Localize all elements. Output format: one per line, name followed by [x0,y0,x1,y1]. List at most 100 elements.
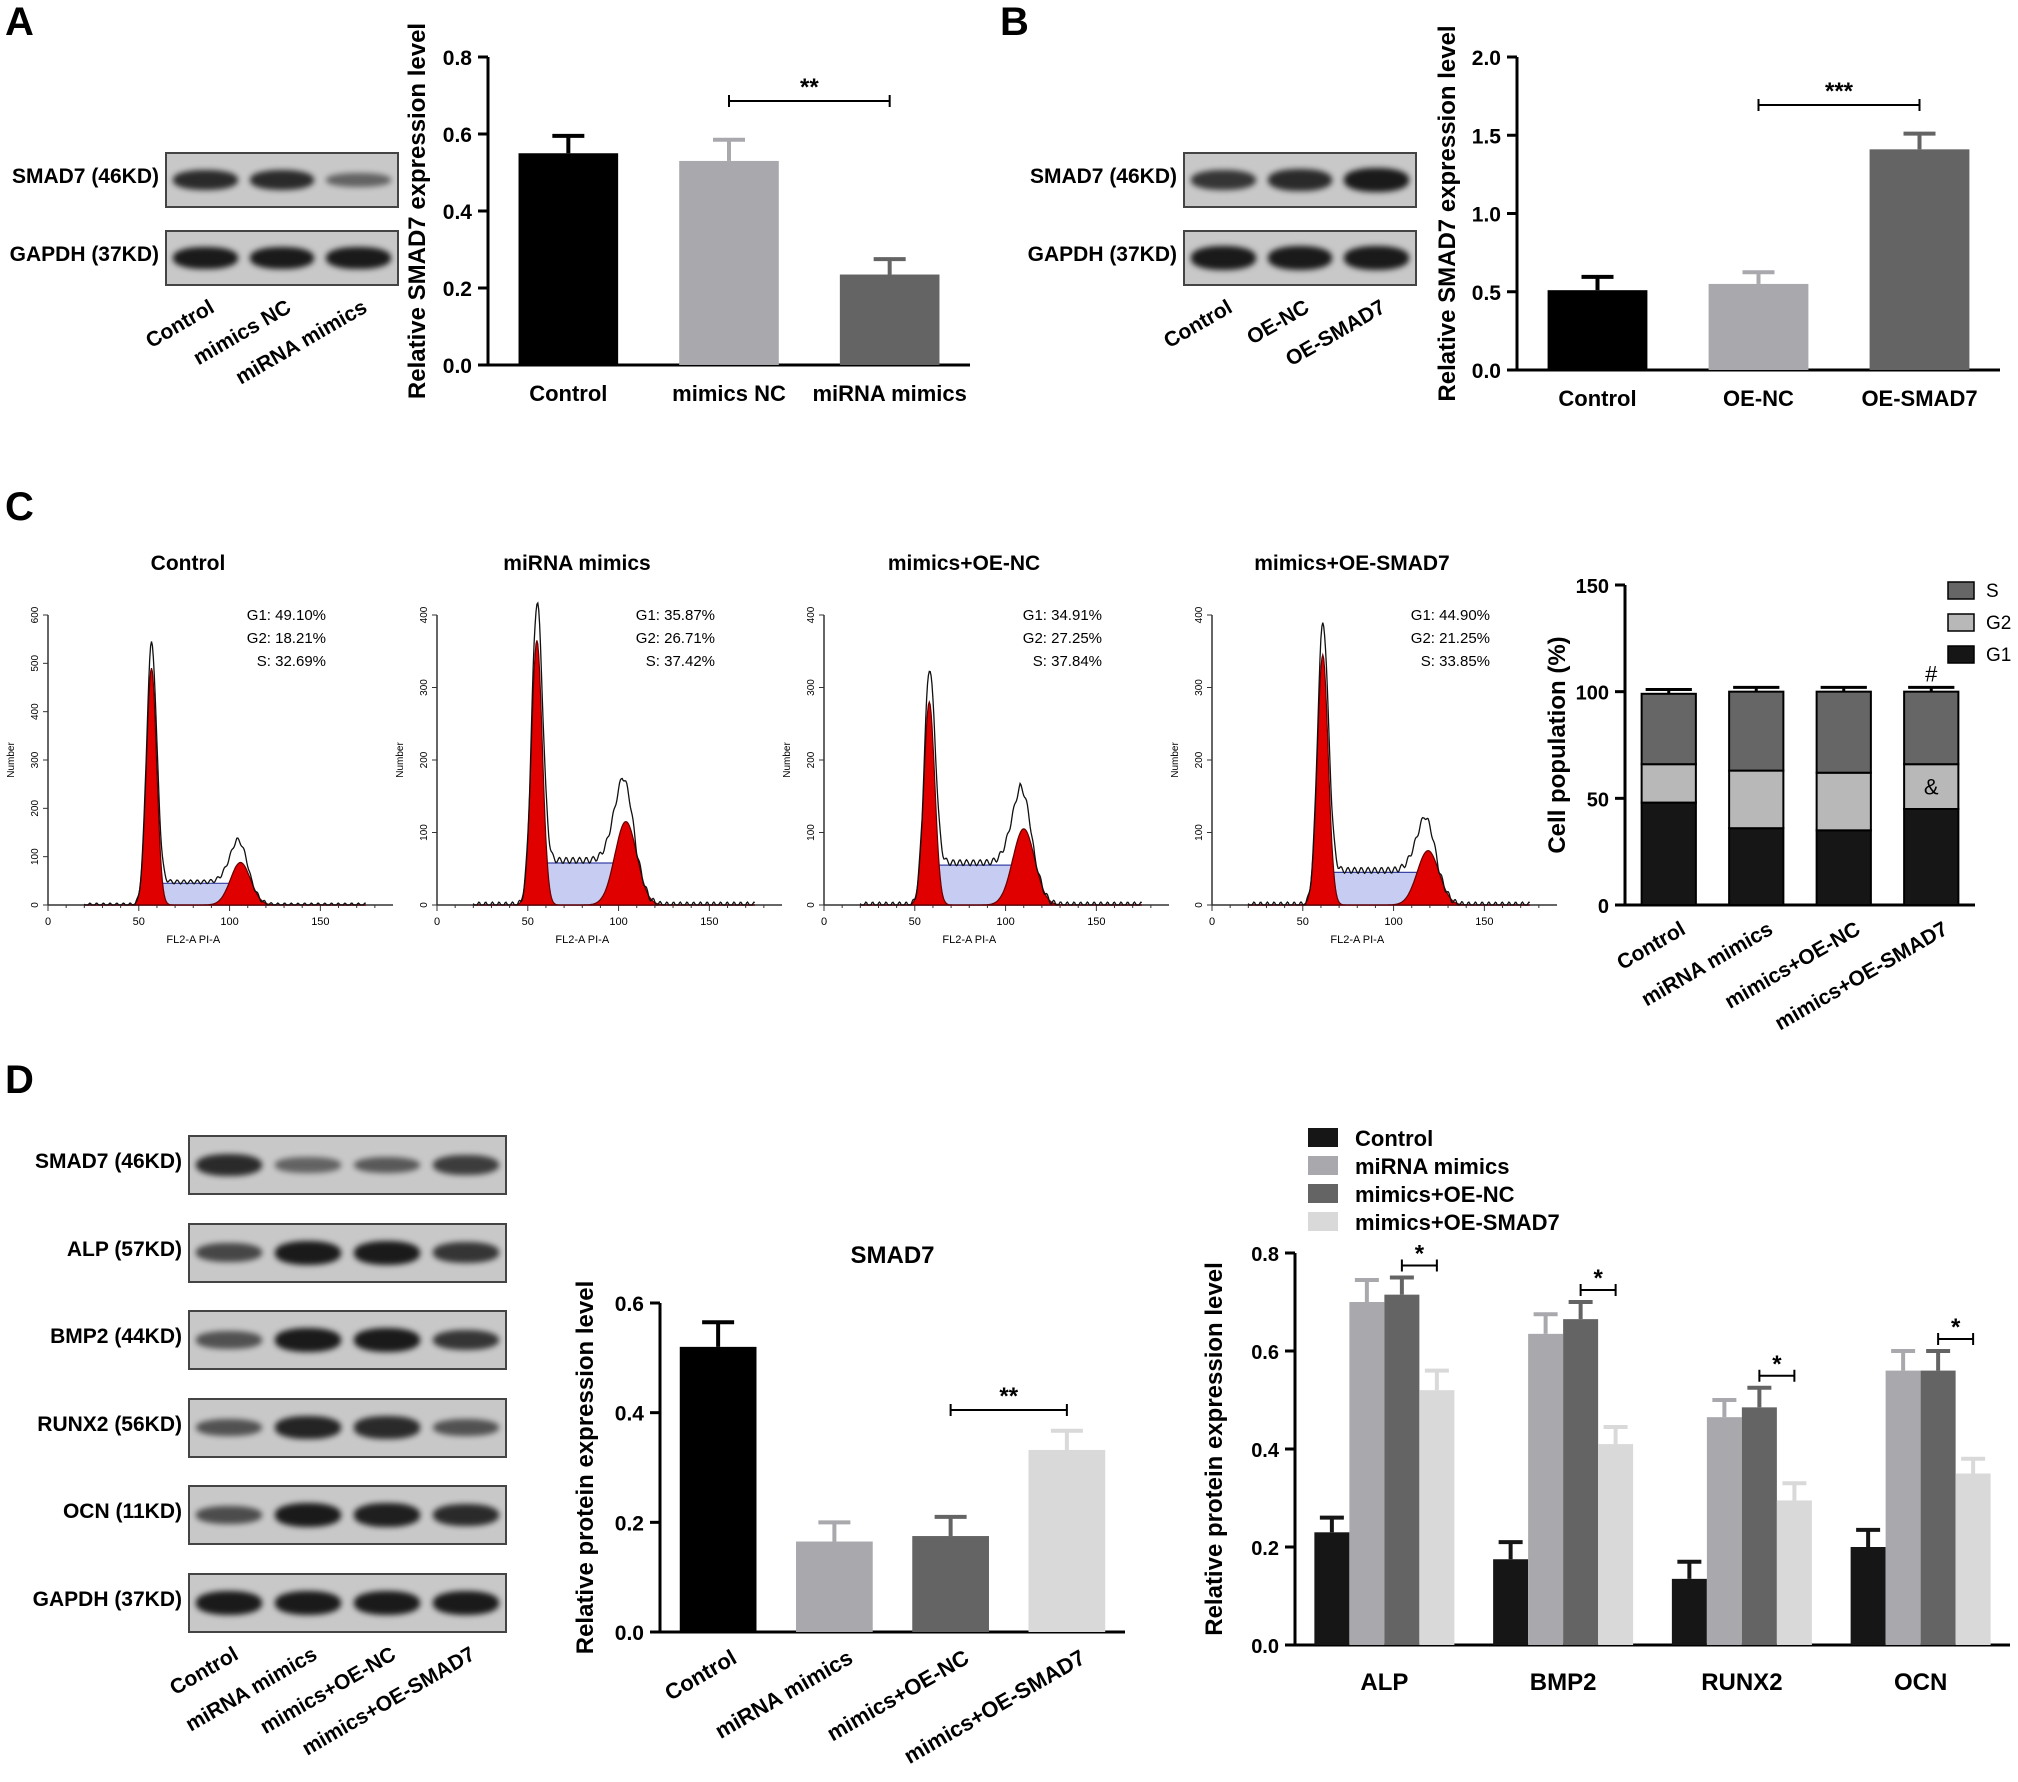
chart-d-right-legend-swatch [1308,1212,1338,1231]
chart-d-right-bar [1776,1500,1812,1645]
chart-d-right-x-tick-label: ALP [1360,1669,1408,1696]
flow-s-percent: S: 32.69% [257,653,326,670]
flow-g1-percent: G1: 34.91% [1023,607,1102,624]
blot-strip-1 [165,230,399,286]
blot-band [326,247,391,269]
flow-x-tick-label: 150 [311,916,329,928]
blot-band [432,1154,499,1175]
flow-x-tick-label: 0 [1209,916,1215,928]
blot-band [1344,246,1409,270]
flow-histogram: mimics+OE-NC G1: 34.91% G2: 27.25% S: 37.84… [782,552,1169,946]
blot-band [432,1329,499,1351]
blot-band [1191,246,1256,270]
blot-band [249,247,315,269]
flow-y-tick-label: 200 [806,751,817,768]
flow-s-percent: S: 37.42% [646,653,715,670]
flow-x-tick-label: 50 [1297,916,1309,928]
blot-band [275,1590,342,1615]
blot-band [275,1416,342,1439]
flow-g2-percent: G2: 27.25% [1023,630,1102,647]
blot-strip-1 [188,1222,507,1283]
blot-band [1267,246,1333,270]
chart-d-right-legend-swatch [1308,1156,1338,1175]
flow-y-tick-label: 500 [30,655,41,672]
blot-row-label: ALP (57KD) [66,1237,182,1261]
flow-y-tick-label: 400 [419,606,430,623]
flow-x-tick-label: 0 [434,916,440,928]
chart-d-mid-title: SMAD7 [850,1242,934,1269]
chart-d-mid-y-tick-label: 0.2 [615,1512,644,1535]
blot-strip-0 [1183,152,1417,208]
chart-d-right-y-tick-label: 0.6 [1251,1342,1279,1364]
chart-d-right-bar [1349,1302,1385,1645]
flow-x-tick-label: 50 [909,916,921,928]
blot-band [196,1331,263,1349]
panel-letter-a: A [5,0,34,44]
flow-x-tick-label: 50 [522,916,534,928]
chart-a-bar [839,274,940,365]
flow-g2-percent: G2: 26.71% [636,630,715,647]
flow-y-tick-label: 0 [806,902,817,908]
chart-b-x-tick-label: OE-SMAD7 [1861,386,1977,411]
chart-c-y-tick-label: 0 [1598,896,1609,918]
flow-histogram: miRNA mimics G1: 35.87% G2: 26.71% S: 37.42… [395,552,782,946]
chart-c-stack-s [1640,692,1697,766]
blot-strip-3 [188,1397,507,1458]
flow-y-tick-label: 400 [806,606,817,623]
flow-y-tick-label: 100 [419,824,430,841]
chart-d-right-sig-label: * [1951,1314,1961,1341]
chart-d-mid-bar [912,1536,989,1632]
chart-d-right-y-label: Relative protein expression level [1201,1262,1228,1636]
flow-x-tick-label: 0 [45,916,51,928]
blot-band [249,169,315,191]
chart-d-right-legend-label: Control [1355,1126,1433,1151]
chart-c-x-tick-label: Control [1613,917,1689,974]
chart-c-legend-label: S [1986,581,1999,602]
chart-d-right-legend-label: mimics+OE-NC [1355,1182,1515,1207]
chart-d-mid-bar [796,1541,873,1632]
blot-row-label: BMP2 (44KD) [50,1325,182,1348]
chart-d-right-bar [1384,1294,1420,1645]
flow-x-label: FL2-A PI-A [166,934,220,946]
chart-d-right-bar [1706,1417,1742,1645]
blot-band [353,1156,420,1174]
chart-b-bar [1708,283,1809,370]
chart-c-y-tick-label: 150 [1576,576,1609,598]
chart-d-right-x-tick-label: RUNX2 [1701,1669,1782,1696]
flow-title: mimics+OE-NC [888,552,1040,575]
blot-band [196,1418,263,1437]
blot-band [196,1243,263,1262]
blot-row-label: GAPDH (37KD) [32,1587,182,1611]
blot-band [1267,168,1333,191]
flow-x-tick-label: 50 [133,916,145,928]
flow-raw-trace [859,670,1143,906]
chart-b-y-label: Relative SMAD7 expression level [1434,25,1461,401]
chart-d-right-bar [1563,1319,1599,1645]
chart-d-right-x-tick-label: BMP2 [1530,1669,1597,1696]
blot-row-label: SMAD7 (46KD) [34,1150,182,1173]
flow-y-label: Number [782,742,793,778]
flow-x-tick-label: 100 [996,916,1014,928]
flow-y-tick-label: 0 [1194,902,1205,908]
chart-d-mid-bar [1028,1449,1106,1632]
chart-d-right-bar [1493,1559,1529,1645]
blot-band [196,1590,263,1615]
flow-x-label: FL2-A PI-A [1330,934,1384,946]
blot-band [173,247,238,269]
blot-band [173,169,238,191]
blot-band [353,1590,420,1615]
chart-b-x-tick-label: Control [1558,386,1636,411]
flow-x-tick-label: 100 [1384,916,1402,928]
flow-raw-trace [472,601,756,906]
flow-g2-peak [473,820,755,906]
chart-b-y-tick-label: 0.0 [1472,360,1501,383]
blot-band [1344,168,1409,192]
blot-row-label: RUNX2 (56KD) [37,1412,182,1436]
flow-title: Control [151,552,226,575]
blot-band [432,1418,499,1437]
chart-b-y-tick-label: 1.5 [1472,125,1502,148]
flow-histogram: mimics+OE-SMAD7 G1: 44.90% G2: 21.25% S: 33… [1170,552,1557,946]
flow-y-tick-label: 200 [30,800,41,817]
flow-y-tick-label: 100 [1194,824,1205,841]
